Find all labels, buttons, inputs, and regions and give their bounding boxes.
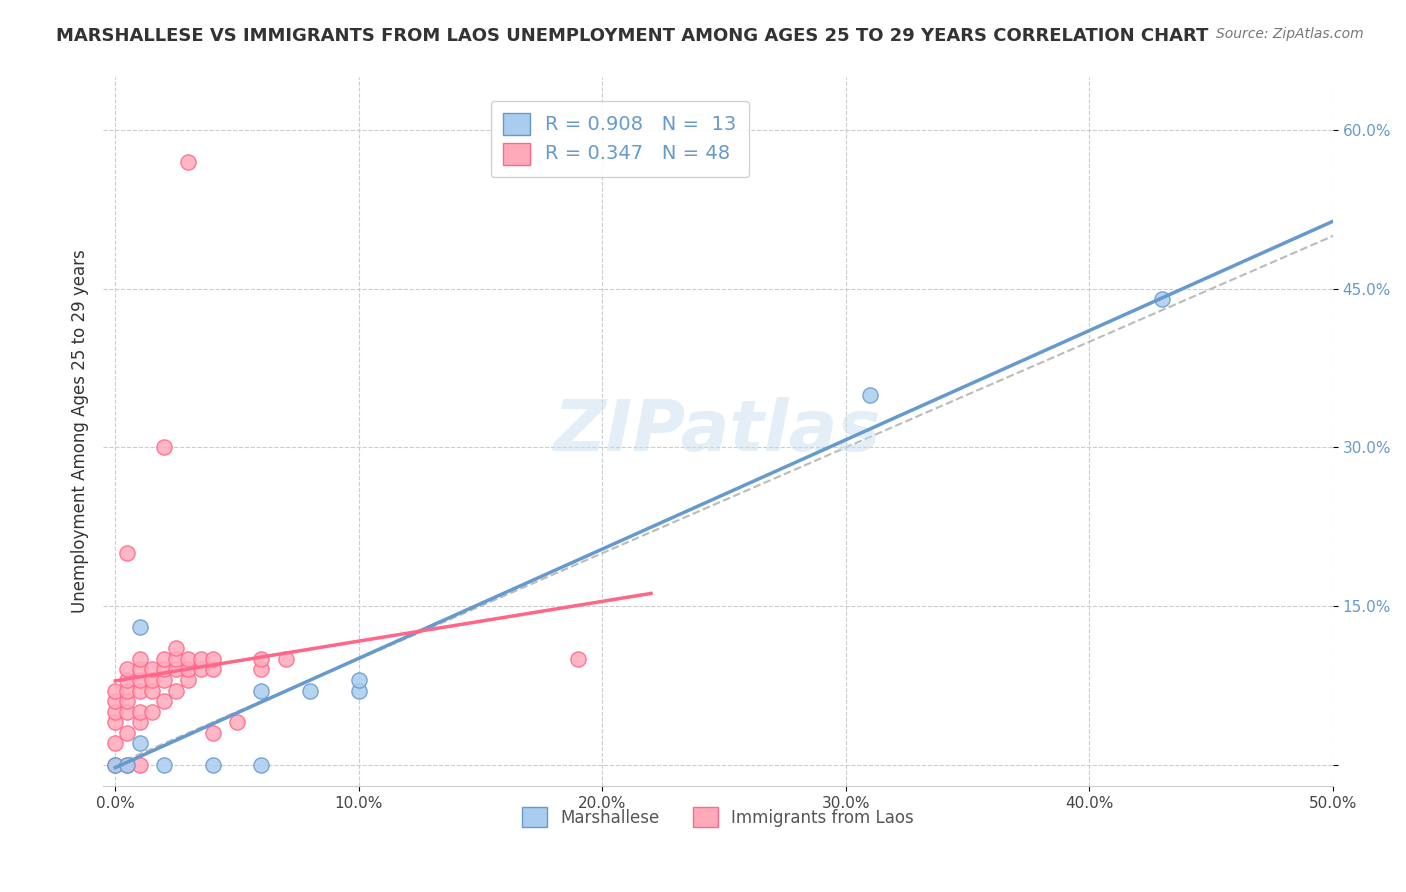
- Point: [141, 673, 163, 687]
- Point: [250, 652, 273, 666]
- Point: [117, 726, 139, 740]
- Point: [153, 652, 176, 666]
- Point: [177, 155, 200, 169]
- Point: [104, 757, 127, 772]
- Point: [117, 705, 139, 719]
- Point: [177, 663, 200, 677]
- Point: [141, 663, 163, 677]
- Point: [165, 683, 187, 698]
- Point: [117, 663, 139, 677]
- Point: [117, 673, 139, 687]
- Point: [128, 757, 150, 772]
- Point: [250, 757, 273, 772]
- Point: [104, 705, 127, 719]
- Point: [153, 663, 176, 677]
- Point: [177, 652, 200, 666]
- Point: [347, 683, 370, 698]
- Point: [128, 715, 150, 730]
- Point: [153, 673, 176, 687]
- Point: [153, 694, 176, 708]
- Point: [190, 652, 212, 666]
- Point: [117, 546, 139, 560]
- Point: [117, 694, 139, 708]
- Point: [104, 757, 127, 772]
- Point: [165, 652, 187, 666]
- Point: [201, 757, 224, 772]
- Y-axis label: Unemployment Among Ages 25 to 29 years: Unemployment Among Ages 25 to 29 years: [72, 250, 89, 614]
- Text: ZIPatlas: ZIPatlas: [554, 397, 882, 467]
- Point: [117, 757, 139, 772]
- Point: [201, 663, 224, 677]
- Point: [299, 683, 322, 698]
- Point: [117, 683, 139, 698]
- Point: [567, 652, 589, 666]
- Text: MARSHALLESE VS IMMIGRANTS FROM LAOS UNEMPLOYMENT AMONG AGES 25 TO 29 YEARS CORRE: MARSHALLESE VS IMMIGRANTS FROM LAOS UNEM…: [56, 27, 1209, 45]
- Point: [347, 673, 370, 687]
- Point: [250, 663, 273, 677]
- Point: [1152, 293, 1174, 307]
- Point: [128, 683, 150, 698]
- Point: [190, 663, 212, 677]
- Point: [128, 652, 150, 666]
- Point: [226, 715, 249, 730]
- Point: [274, 652, 297, 666]
- Point: [201, 726, 224, 740]
- Point: [250, 683, 273, 698]
- Text: Source: ZipAtlas.com: Source: ZipAtlas.com: [1216, 27, 1364, 41]
- Point: [128, 620, 150, 634]
- Point: [165, 641, 187, 656]
- Point: [128, 663, 150, 677]
- Point: [104, 737, 127, 751]
- Legend: Marshallese, Immigrants from Laos: Marshallese, Immigrants from Laos: [515, 800, 921, 834]
- Point: [177, 673, 200, 687]
- Point: [153, 757, 176, 772]
- Point: [141, 683, 163, 698]
- Point: [128, 737, 150, 751]
- Point: [104, 715, 127, 730]
- Point: [128, 705, 150, 719]
- Point: [153, 441, 176, 455]
- Point: [165, 663, 187, 677]
- Point: [117, 757, 139, 772]
- Point: [201, 652, 224, 666]
- Point: [104, 694, 127, 708]
- Point: [141, 705, 163, 719]
- Point: [128, 673, 150, 687]
- Point: [104, 683, 127, 698]
- Point: [859, 387, 882, 401]
